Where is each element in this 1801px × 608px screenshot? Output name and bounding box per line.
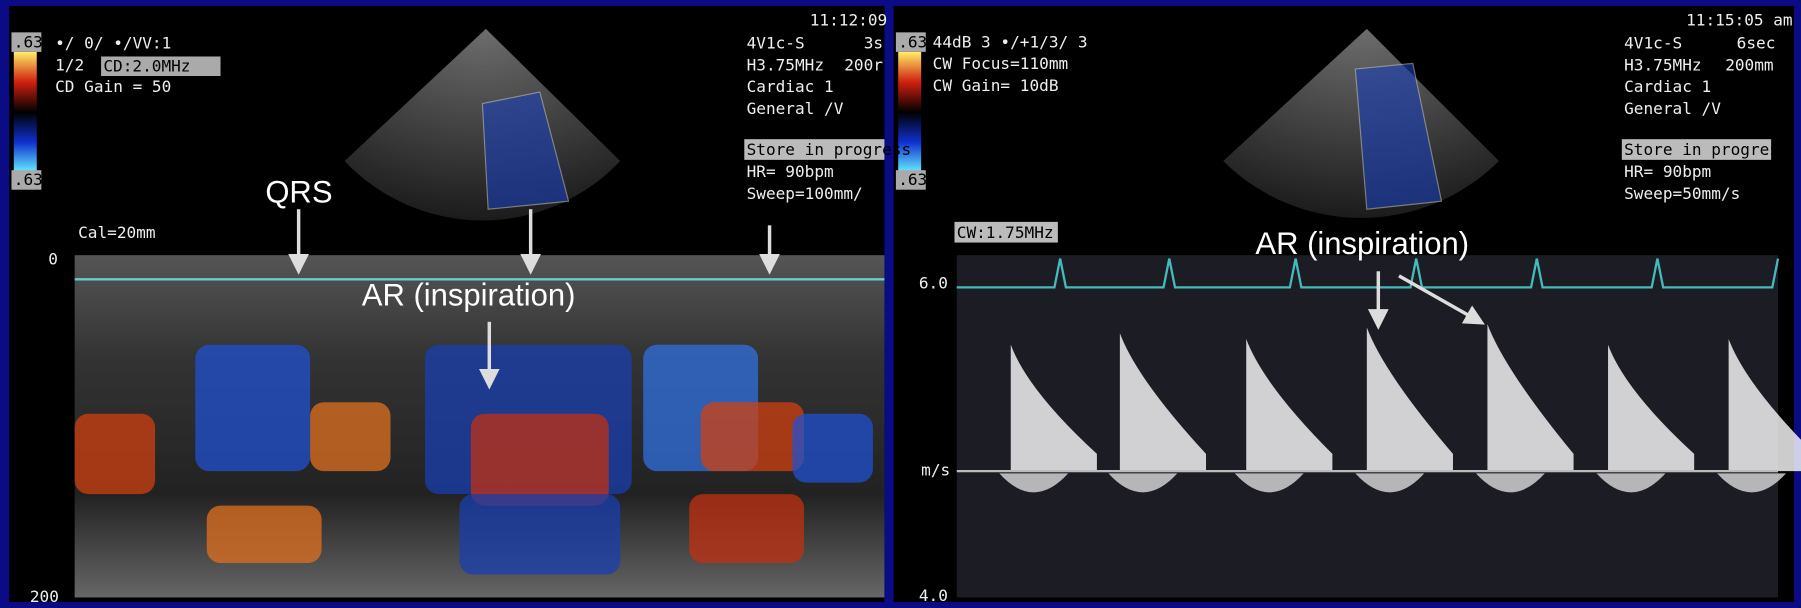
color-flow-region bbox=[459, 494, 620, 574]
figure: .63 •/ 0/ •/VV:1 1/2 CD:2.0MHz CD Gain =… bbox=[0, 0, 1801, 608]
scale-label: .63 bbox=[898, 170, 927, 189]
probe-frequency: H3.75MHz bbox=[747, 55, 824, 74]
color-flow-region bbox=[701, 402, 804, 471]
heart-rate: HR= 90bpm bbox=[747, 162, 834, 181]
annotation: AR (inspiration) bbox=[1255, 226, 1469, 261]
probe-label: 4V1c-S bbox=[747, 33, 805, 52]
axis-label: 4.0 bbox=[919, 586, 948, 605]
depth-bottom: 200 bbox=[30, 587, 59, 606]
frequency-label: CD:2.0MHz bbox=[103, 56, 190, 75]
preset-label: General /V bbox=[1624, 99, 1721, 118]
probe-suffix: 3s bbox=[864, 33, 883, 52]
preset-label: General /V bbox=[747, 99, 844, 118]
gain-label: CW Gain= 10dB bbox=[933, 76, 1059, 95]
axis-label: 6.0 bbox=[919, 273, 948, 292]
heart-rate: HR= 90bpm bbox=[1624, 162, 1711, 181]
scale-label: .63 bbox=[14, 170, 43, 189]
status-label: Store in progress bbox=[1624, 140, 1789, 159]
time-label: 11:15:05 am bbox=[1686, 10, 1792, 29]
scale-label: .63 bbox=[898, 32, 927, 51]
time-label: 11:12:09 bbox=[810, 10, 887, 29]
annotation: QRS bbox=[265, 174, 332, 209]
color-flow-region bbox=[75, 414, 155, 494]
gain-label: CD Gain = 50 bbox=[55, 77, 171, 96]
mode-label: 44dB 3 •/+1/3/ 3 bbox=[933, 32, 1088, 51]
mode-label: •/ 0/ •/VV:1 bbox=[55, 33, 171, 52]
color-flow-region bbox=[793, 414, 873, 483]
status-label: Store in progress bbox=[747, 140, 912, 159]
probe-frequency: H3.75MHz bbox=[1624, 55, 1701, 74]
color-flow-region bbox=[471, 414, 609, 506]
calibration-label: Cal=20mm bbox=[78, 223, 155, 242]
cw-frequency: CW:1.75MHz bbox=[957, 223, 1054, 242]
duration-label: 6sec bbox=[1737, 33, 1776, 52]
annotation: AR (inspiration) bbox=[362, 278, 576, 313]
sweep-label: Sweep=50mm/s bbox=[1624, 184, 1740, 203]
scale-label: .63 bbox=[14, 32, 43, 51]
color-flow-region bbox=[310, 402, 390, 471]
probe-label: 4V1c-S bbox=[1624, 33, 1682, 52]
axis-unit: m/s bbox=[921, 461, 950, 480]
depth-top: 0 bbox=[48, 249, 58, 268]
preset-label: Cardiac 1 bbox=[747, 77, 834, 96]
color-flow-region bbox=[195, 345, 310, 471]
depth-label: 200r bbox=[844, 55, 883, 74]
ratio-label: 1/2 bbox=[55, 55, 84, 74]
color-flow-region bbox=[207, 506, 322, 563]
color-bar bbox=[14, 52, 37, 173]
preset-label: Cardiac 1 bbox=[1624, 77, 1711, 96]
depth-label: 200mm bbox=[1725, 55, 1773, 74]
color-flow-region bbox=[689, 494, 804, 563]
focus-label: CW Focus=110mm bbox=[933, 54, 1069, 73]
sweep-label: Sweep=100mm/ bbox=[747, 184, 863, 203]
page: {"left_panel":{"scale_top":".63","mode":… bbox=[0, 0, 1801, 608]
